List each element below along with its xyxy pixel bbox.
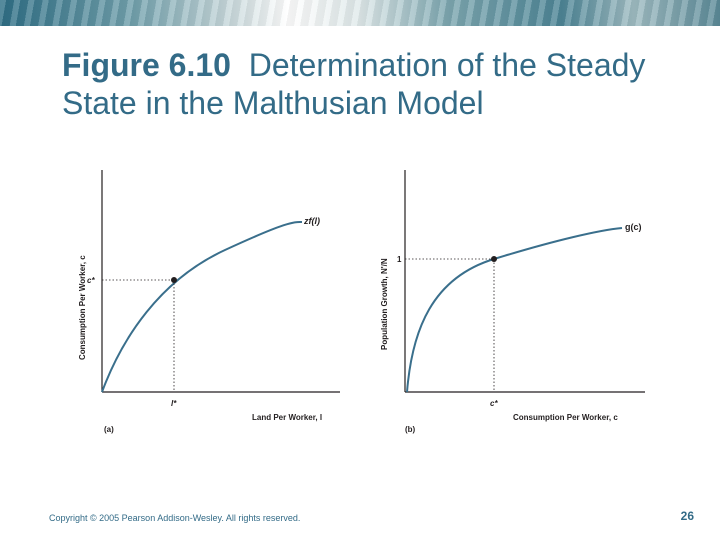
panel-a-steady-state-point (171, 277, 177, 283)
panel-b-steady-state-point (491, 256, 497, 262)
panel-b-y-label: Population Growth, N'/N (380, 258, 389, 350)
panel-a-l-star: l* (171, 399, 177, 408)
panel-a: zf(l) c* l* Land Per Worker, l Consumpti… (78, 170, 340, 434)
figure-number: Figure 6.10 (62, 47, 231, 83)
panel-a-c-star: c* (87, 276, 95, 285)
panel-b-tag: (b) (405, 425, 416, 434)
panel-b-curve (406, 227, 623, 393)
panel-b-c-star: c* (490, 399, 498, 408)
copyright-footer: Copyright © 2005 Pearson Addison-Wesley.… (49, 513, 301, 523)
panel-a-y-label: Consumption Per Worker, c (78, 255, 87, 360)
figure-title: Determination of the Steady State in the… (62, 47, 646, 121)
panel-b-x-label: Consumption Per Worker, c (513, 413, 618, 422)
panel-b-curve-label: g(c) (625, 222, 642, 232)
panel-a-x-label: Land Per Worker, l (252, 413, 322, 422)
page-number: 26 (680, 509, 694, 523)
panel-a-curve-label: zf(l) (303, 216, 320, 226)
panel-b-one-label: 1 (397, 255, 402, 264)
panel-a-curve (101, 220, 303, 393)
panel-a-tag: (a) (104, 425, 114, 434)
header-banner (0, 0, 720, 26)
panel-b: g(c) 1 c* Consumption Per Worker, c Popu… (380, 170, 645, 434)
slide-title: Figure 6.10 Determination of the Steady … (62, 46, 702, 122)
malthusian-figure: zf(l) c* l* Land Per Worker, l Consumpti… (78, 170, 645, 434)
